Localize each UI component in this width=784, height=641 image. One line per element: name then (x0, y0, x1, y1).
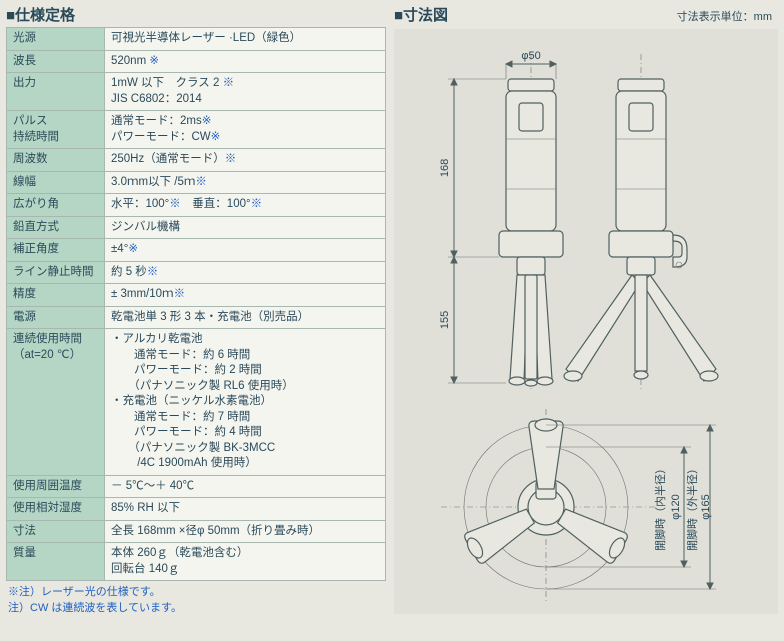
footnote-2: 注）CW は連続波を表しています。 (8, 601, 384, 616)
spec-row-label: 電源 (7, 306, 105, 329)
dim-h-upper: 168 (439, 159, 451, 177)
dim-outer-label: 開脚時（外半径） (685, 463, 699, 551)
spec-row-value: 乾電池単 3 形 3 本・充電池（別売品） (105, 306, 386, 329)
spec-row-label: 寸法 (7, 520, 105, 543)
dimension-title: ■寸法図 (394, 4, 448, 25)
dim-inner-label: 開脚時（内半径） (653, 463, 667, 551)
spec-row-value: 水平：100°※ 垂直：100°※ (105, 194, 386, 217)
dim-outer-dia: φ165 (700, 494, 712, 520)
dim-top-dia: φ50 (521, 50, 540, 62)
spec-row-value: 1mW 以下 クラス 2 ※JIS C6802：2014 (105, 73, 386, 111)
spec-row-value: 250Hz（通常モード）※ (105, 149, 386, 172)
dim-inner-dia: φ120 (670, 494, 682, 520)
dimension-diagram: φ50 (394, 29, 778, 614)
spec-row-value: － 5℃～＋ 40℃ (105, 475, 386, 498)
spec-row-label: パルス持続時間 (7, 111, 105, 149)
spec-row-value: 約 5 秒※ (105, 261, 386, 284)
spec-row-label: 線幅 (7, 171, 105, 194)
spec-row-label: 精度 (7, 284, 105, 307)
spec-row-value: 520nm ※ (105, 50, 386, 73)
spec-row-value: ± 3mm/10ｍ※ (105, 284, 386, 307)
spec-row-label: 使用周囲温度 (7, 475, 105, 498)
spec-row-value: 3.0ｍm以下 /5ｍ※ (105, 171, 386, 194)
spec-row-value: 可視光半導体レーザー ·LED（緑色） (105, 28, 386, 51)
spec-section: ■仕様定格 光源可視光半導体レーザー ·LED（緑色）波長520nm ※出力1m… (6, 4, 386, 637)
dimension-section: ■寸法図 寸法表示単位：mm φ50 (394, 4, 778, 637)
spec-row-label: 周波数 (7, 149, 105, 172)
footnote-1: ※注）レーザー光の仕様です。 (8, 585, 384, 600)
spec-row-value: 本体 260ｇ（乾電池含む）回転台 140ｇ (105, 543, 386, 581)
spec-footnotes: ※注）レーザー光の仕様です。 注）CW は連続波を表しています。 (6, 581, 386, 616)
spec-row-label: 鉛直方式 (7, 216, 105, 239)
spec-row-value: 通常モード：2ms※パワーモード：CW※ (105, 111, 386, 149)
dim-h-lower: 155 (439, 311, 451, 329)
spec-row-label: 補正角度 (7, 239, 105, 262)
spec-row-label: 光源 (7, 28, 105, 51)
spec-row-value: ジンバル機構 (105, 216, 386, 239)
spec-row-value: ±4°※ (105, 239, 386, 262)
spec-table: 光源可視光半導体レーザー ·LED（緑色）波長520nm ※出力1mW 以下 ク… (6, 27, 386, 581)
dimension-unit-note: 寸法表示単位：mm (677, 8, 778, 24)
spec-row-label: 広がり角 (7, 194, 105, 217)
spec-row-value: 全長 168mm ×径φ 50mm（折り畳み時） (105, 520, 386, 543)
spec-row-label: 波長 (7, 50, 105, 73)
spec-row-value: ・アルカリ乾電池 通常モード：約 6 時間 パワーモード：約 2 時間 （パナソ… (105, 329, 386, 476)
spec-row-label: 連続使用時間（at=20 ℃） (7, 329, 105, 476)
spec-row-label: ライン静止時間 (7, 261, 105, 284)
spec-title: ■仕様定格 (6, 4, 75, 25)
spec-row-label: 使用相対湿度 (7, 498, 105, 521)
spec-row-label: 出力 (7, 73, 105, 111)
spec-row-value: 85% RH 以下 (105, 498, 386, 521)
spec-row-label: 質量 (7, 543, 105, 581)
